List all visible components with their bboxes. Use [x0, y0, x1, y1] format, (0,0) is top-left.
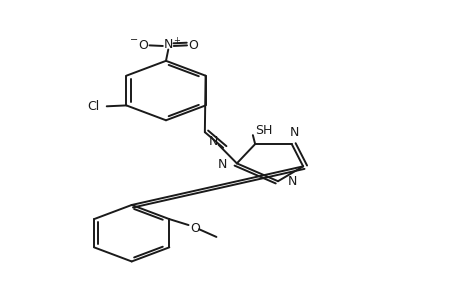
Text: N: N: [287, 175, 297, 188]
Text: +: +: [173, 36, 180, 45]
Text: O: O: [190, 221, 200, 235]
Text: Cl: Cl: [87, 100, 100, 113]
Text: N: N: [289, 126, 298, 139]
Text: O: O: [138, 39, 148, 52]
Text: O: O: [188, 39, 198, 52]
Text: −: −: [129, 35, 138, 45]
Text: N: N: [163, 38, 173, 51]
Text: N: N: [217, 158, 226, 171]
Text: N: N: [208, 135, 217, 148]
Text: SH: SH: [255, 124, 272, 137]
